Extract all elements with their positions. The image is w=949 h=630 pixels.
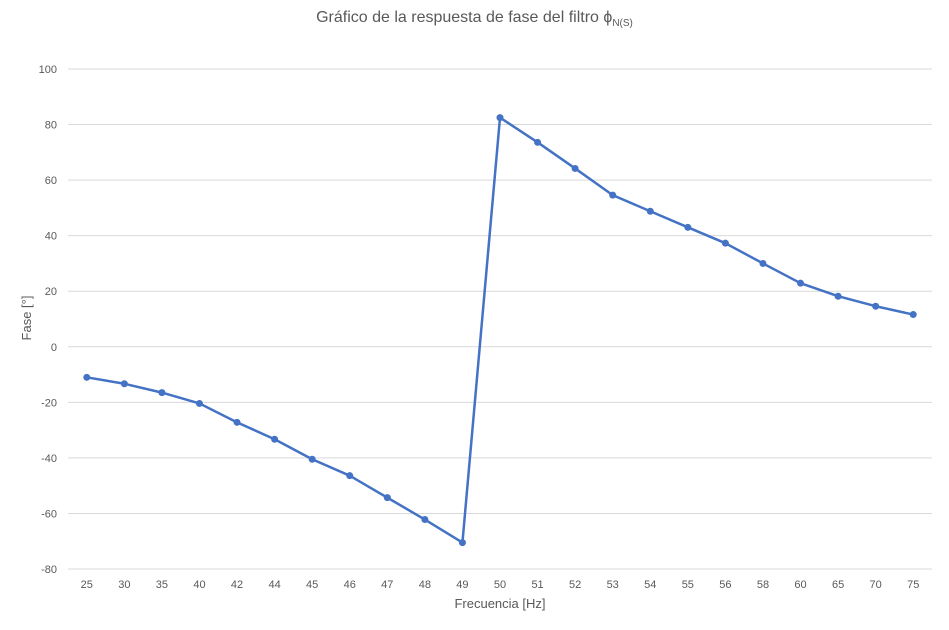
y-tick-label: 80 [45, 120, 57, 132]
y-axis-label: Fase [°] [19, 296, 34, 341]
x-tick-label: 42 [231, 579, 243, 591]
x-tick-label: 35 [156, 579, 168, 591]
chart-title: Gráfico de la respuesta de fase del filt… [0, 9, 949, 29]
data-point [346, 472, 354, 480]
x-tick-label: 56 [719, 579, 731, 591]
y-tick-label: -80 [41, 564, 57, 576]
gridlines [68, 68, 932, 570]
y-tick-labels: -80 -60 -40 -20 0 20 40 60 80 100 [39, 64, 57, 576]
y-tick-label: 40 [45, 231, 57, 243]
data-point [195, 399, 203, 407]
x-tick-label: 46 [344, 579, 356, 591]
data-point [609, 191, 617, 199]
x-tick-label: 50 [494, 579, 506, 591]
x-tick-label: 58 [757, 579, 769, 591]
y-tick-label: -60 [41, 508, 57, 520]
data-point [646, 207, 654, 215]
data-point [383, 494, 391, 502]
data-point [834, 292, 842, 300]
data-point [571, 164, 579, 172]
x-tick-label: 52 [569, 579, 581, 591]
y-tick-label: 60 [45, 175, 57, 187]
data-point [120, 380, 128, 388]
data-point [421, 516, 429, 524]
y-tick-label: -40 [41, 453, 57, 465]
x-tick-label: 55 [682, 579, 694, 591]
chart-title-text: Gráfico de la respuesta de fase del filt… [316, 9, 613, 26]
x-tick-label: 65 [832, 579, 844, 591]
y-tick-label: 0 [51, 342, 57, 354]
x-tick-label: 44 [268, 579, 280, 591]
x-tick-label: 70 [870, 579, 882, 591]
chart-title-subscript: N(S) [612, 18, 633, 29]
x-tick-label: 60 [794, 579, 806, 591]
x-tick-label: 45 [306, 579, 318, 591]
y-tick-label: 20 [45, 286, 57, 298]
data-point [308, 455, 316, 463]
data-point [271, 435, 279, 443]
x-tick-label: 47 [381, 579, 393, 591]
data-point [797, 279, 805, 287]
x-tick-label: 48 [419, 579, 431, 591]
data-point [233, 418, 241, 426]
series-line-0 [86, 116, 914, 544]
data-point [496, 114, 504, 122]
x-tick-label: 54 [644, 579, 656, 591]
data-point [721, 239, 729, 247]
data-point [458, 539, 466, 547]
data-point [534, 138, 542, 146]
x-tick-labels: 25 30 35 40 42 44 45 46 47 48 49 50 51 52 53 54 55 56 58 60… [81, 579, 920, 591]
x-tick-label: 75 [907, 579, 919, 591]
data-point [872, 302, 880, 310]
data-point [158, 389, 166, 397]
x-tick-label: 30 [118, 579, 130, 591]
x-tick-label: 53 [607, 579, 619, 591]
series-group [83, 114, 917, 547]
y-tick-label: -20 [41, 397, 57, 409]
x-tick-label: 40 [193, 579, 205, 591]
data-point [759, 259, 767, 267]
x-tick-label: 25 [81, 579, 93, 591]
x-tick-label: 49 [456, 579, 468, 591]
y-tick-label: 100 [39, 64, 57, 76]
data-point [684, 223, 692, 231]
x-tick-label: 51 [531, 579, 543, 591]
data-point [83, 373, 91, 381]
x-axis-label: Frecuencia [Hz] [454, 596, 545, 611]
data-point [909, 311, 917, 319]
